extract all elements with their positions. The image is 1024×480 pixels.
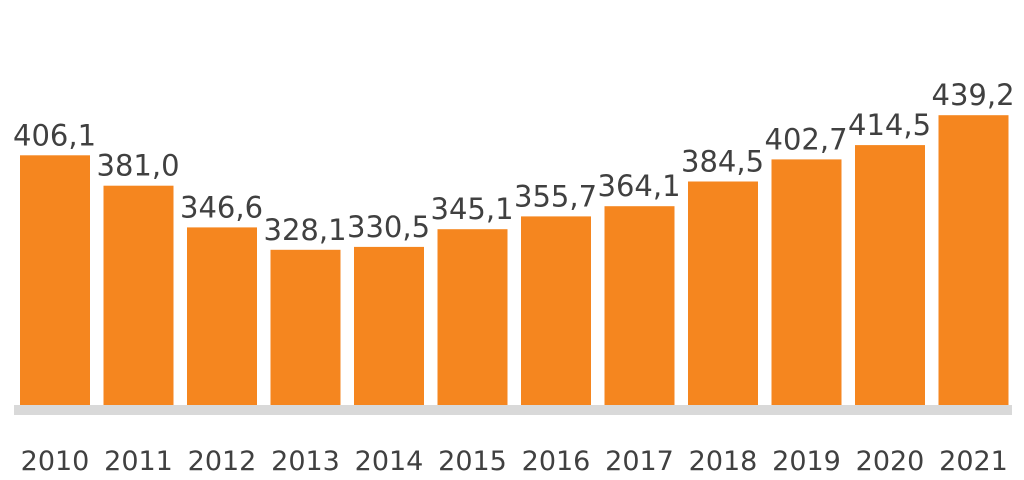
tick-label-2021: 2021 [939,446,1008,477]
bar-2019 [771,159,842,405]
bar-2017 [604,206,675,405]
bar-2012 [187,227,257,405]
value-label-2019: 402,7 [765,122,848,156]
bars [20,115,1009,405]
bar-2011 [103,185,174,405]
tick-label-2016: 2016 [522,446,591,477]
bar-2018 [688,181,758,405]
tick-label-2017: 2017 [605,446,674,477]
value-label-2010: 406,1 [13,118,96,152]
bar-2010 [20,155,90,405]
tick-label-2011: 2011 [104,446,173,477]
value-label-2017: 364,1 [598,169,681,203]
tick-label-2018: 2018 [689,446,758,477]
value-label-2020: 414,5 [848,108,931,142]
tick-label-2020: 2020 [856,446,925,477]
x-axis-baseline [14,405,1012,415]
tick-label-2012: 2012 [188,446,257,477]
value-label-2011: 381,0 [97,149,180,183]
value-label-2014: 330,5 [347,210,430,244]
bar-2014 [354,246,424,405]
bar-2013 [270,249,341,405]
tick-label-2019: 2019 [772,446,841,477]
value-label-2018: 384,5 [681,145,764,179]
value-label-2016: 355,7 [514,179,597,213]
value-label-2015: 345,1 [431,192,514,226]
bar-2021 [938,115,1009,405]
tick-label-2013: 2013 [271,446,340,477]
tick-label-2014: 2014 [355,446,424,477]
tick-label-2015: 2015 [438,446,507,477]
bar-2016 [521,216,591,405]
value-label-2012: 346,6 [180,190,263,224]
x-tick-labels: 2010 2011 2012 2013 2014 2015 2016 2017 2018 2019… [21,446,1008,477]
tick-label-2010: 2010 [21,446,90,477]
value-label-2013: 328,1 [264,213,347,247]
bar-2015 [437,229,508,405]
bar-2020 [855,145,925,405]
value-label-2021: 439,2 [932,78,1015,112]
